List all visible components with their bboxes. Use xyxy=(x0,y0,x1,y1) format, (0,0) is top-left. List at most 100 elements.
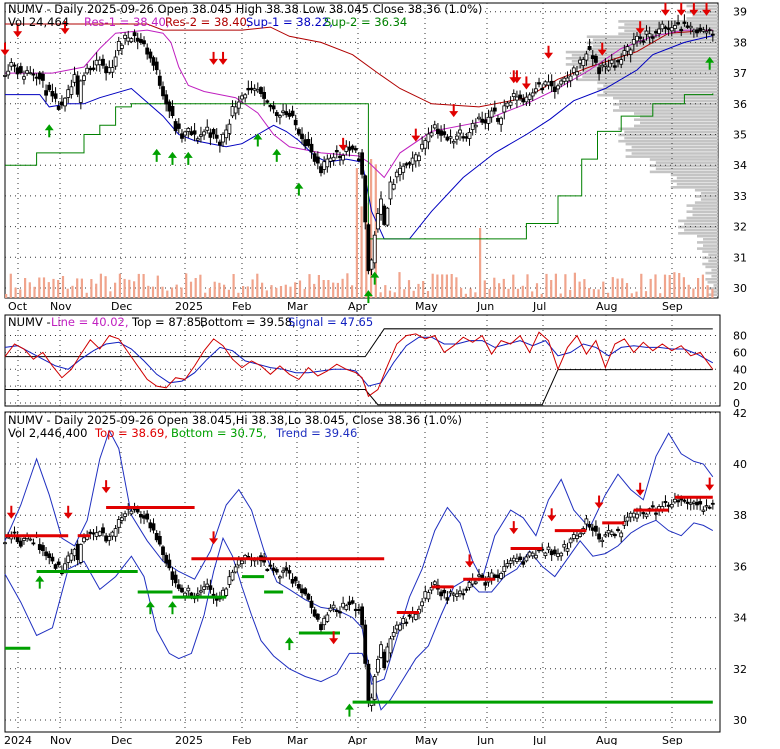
candle-body xyxy=(575,535,579,539)
candle-body xyxy=(211,128,216,135)
sell-arrow xyxy=(465,554,475,568)
volume-bar xyxy=(9,273,12,298)
oscillator-bottom-line xyxy=(5,369,713,406)
volume-bar xyxy=(284,284,287,298)
volume-profile-bar xyxy=(576,78,719,82)
candle-body xyxy=(556,85,560,90)
candle-body xyxy=(176,584,181,589)
sell-arrow-head xyxy=(6,512,16,519)
sell-arrow-head xyxy=(218,58,228,65)
candle-body xyxy=(334,609,339,612)
volume-bar xyxy=(621,278,624,298)
candle-body xyxy=(385,207,390,226)
oscillator-y-tick: 40 xyxy=(733,363,747,376)
candle-body xyxy=(110,67,115,73)
candle-body xyxy=(22,538,26,541)
volume-profile-bar xyxy=(565,57,719,60)
candle-body xyxy=(534,88,538,93)
candle-body xyxy=(521,561,526,565)
buy-arrow-head xyxy=(705,56,715,63)
volume-profile-bar xyxy=(649,170,719,174)
volume-bar xyxy=(123,278,126,298)
volume-profile-bar xyxy=(625,142,718,146)
candle-body xyxy=(85,67,90,74)
buy-arrow xyxy=(344,703,354,717)
bands-y-tick: 38 xyxy=(733,509,747,522)
candle-body xyxy=(88,531,93,534)
candle-body xyxy=(25,70,30,74)
candle-body xyxy=(142,515,146,519)
candle-body xyxy=(685,25,690,28)
volume-bar xyxy=(388,290,392,298)
candle-body xyxy=(679,498,684,501)
volume-bar xyxy=(303,288,306,298)
candle-body xyxy=(439,591,444,597)
volume-bar xyxy=(57,280,60,298)
candle-body xyxy=(148,51,153,59)
candle-body xyxy=(126,37,131,42)
candle-body xyxy=(458,590,462,594)
candle-body xyxy=(420,601,425,607)
candle-body xyxy=(41,545,45,551)
volume-bar xyxy=(194,278,197,298)
volume-bar xyxy=(455,277,458,298)
candle-body xyxy=(255,89,260,92)
candle-body xyxy=(41,73,45,81)
buy-arrow-head xyxy=(272,148,282,155)
bands-header-trend: Trend = 39.46 xyxy=(275,426,357,440)
candle-body xyxy=(600,64,605,68)
candle-body xyxy=(129,38,134,43)
candle-body xyxy=(609,531,614,535)
volume-bar xyxy=(412,290,415,298)
candle-body xyxy=(619,59,624,65)
candle-body xyxy=(277,115,282,118)
volume-bar xyxy=(625,283,629,298)
volume-bar xyxy=(498,283,501,298)
volume-bar xyxy=(706,285,709,298)
candle-body xyxy=(556,553,560,557)
candle-body xyxy=(404,621,409,624)
price-panel: NUMV - Daily 2025-09-26 Open 38.045 High… xyxy=(0,2,747,313)
volume-profile-bar xyxy=(592,44,719,48)
candle-body xyxy=(413,613,418,620)
candle-body xyxy=(480,118,485,123)
volume-bar xyxy=(275,287,278,298)
buy-arrow-head xyxy=(167,151,177,158)
candle-body xyxy=(97,59,102,66)
candle-body xyxy=(214,134,219,139)
volume-profile-bar xyxy=(619,106,718,109)
volume-profile-bar xyxy=(618,133,719,137)
res2-line xyxy=(5,29,713,179)
candle-body xyxy=(660,23,665,30)
sell-arrow-head xyxy=(512,77,522,84)
candle-body xyxy=(164,554,169,564)
candle-body xyxy=(546,81,551,86)
candle-body xyxy=(328,157,333,162)
sell-arrow xyxy=(689,2,699,16)
volume-profile-bar xyxy=(670,186,719,189)
sell-arrow xyxy=(702,2,712,16)
candle-body xyxy=(69,86,74,95)
volume-profile-bar xyxy=(618,127,719,131)
volume-bar xyxy=(133,281,136,298)
price-y-tick: 30 xyxy=(733,282,747,295)
volume-bar xyxy=(90,279,93,298)
sell-arrow-head xyxy=(544,52,554,59)
candle-body xyxy=(101,527,105,534)
candle-body xyxy=(692,501,696,504)
sell-arrow-head xyxy=(660,9,670,16)
volume-profile-bar xyxy=(684,228,718,232)
oscillator-top-line xyxy=(5,328,713,358)
candle-body xyxy=(565,77,570,82)
candle-body xyxy=(296,129,301,135)
candle-body xyxy=(290,110,295,117)
candle-body xyxy=(309,143,314,153)
candle-body xyxy=(363,624,368,664)
volume-profile-bar xyxy=(613,109,718,112)
candle-body xyxy=(101,58,105,66)
volume-profile-bar xyxy=(694,201,718,204)
volume-profile-bar xyxy=(694,188,718,192)
volume-profile-bar xyxy=(619,99,718,103)
volume-bar xyxy=(635,291,638,298)
upper-band xyxy=(4,429,714,685)
